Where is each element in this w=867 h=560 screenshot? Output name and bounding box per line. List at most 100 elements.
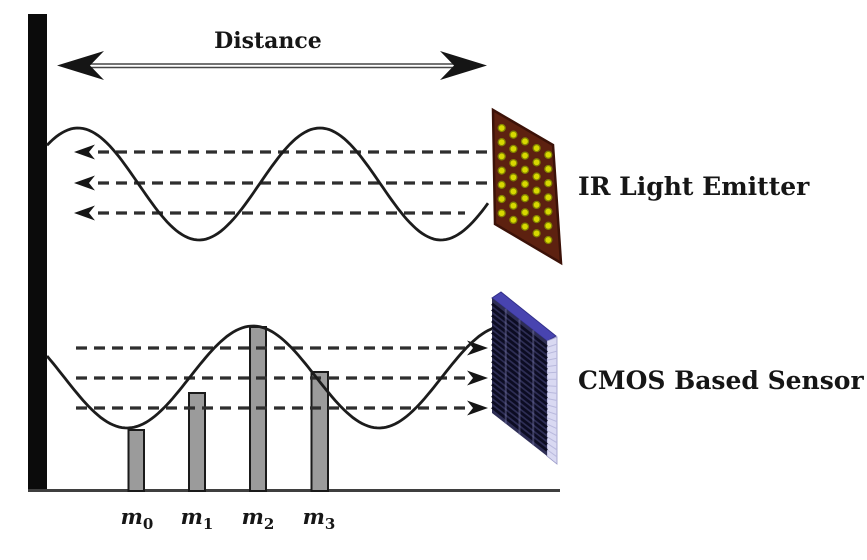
led-dot (544, 221, 553, 230)
sample-label-m3-sub: 3 (325, 515, 335, 533)
sensor-side-serrations (546, 343, 558, 458)
sensor-side-serration (546, 391, 558, 394)
sensor-side-serration (546, 343, 558, 348)
sensor-pixel-row (491, 365, 548, 412)
led-dot (544, 150, 553, 159)
led-dot (509, 201, 518, 210)
sensor-pixel-row (491, 331, 548, 377)
sample-label-m3-base: m (303, 504, 325, 529)
sensor-pixel-row (491, 371, 548, 417)
sample-label-m0-base: m (121, 504, 143, 529)
led-dot (544, 179, 553, 188)
sample-label-m1: m1 (181, 504, 214, 533)
sensor-pixel-row (491, 354, 548, 400)
sensor-pixel-row (491, 319, 548, 366)
led-dot (520, 151, 530, 160)
sensor-side-serration (546, 436, 558, 444)
led-dot (532, 200, 541, 210)
sensor-side-serration (546, 410, 558, 416)
led-dot (532, 214, 541, 224)
led-dot-grid (497, 123, 553, 245)
sensor-side-serration (546, 423, 558, 430)
reflected-ray-arrowhead-1 (467, 340, 488, 356)
distance-arrow: Distance (57, 28, 487, 80)
led-dot (497, 180, 506, 189)
sample-label-m2-sub: 2 (264, 515, 274, 533)
emitted-wave (46, 126, 490, 242)
sensor-pixel-row (491, 302, 548, 348)
sample-label-m1-base: m (181, 504, 203, 529)
sensor-pixel-row (491, 337, 548, 383)
sensor-pixel-row (491, 348, 548, 394)
reflected-ray-arrowhead-2 (467, 370, 488, 386)
reflected-ray-arrowhead-3 (467, 400, 488, 416)
led-dot (497, 152, 506, 161)
sensor-side-serration (546, 417, 558, 423)
sample-bar-m1 (188, 392, 206, 492)
led-dot (497, 123, 506, 133)
led-dot (509, 215, 518, 225)
led-dot (509, 173, 518, 182)
sample-label-m0-sub: 0 (143, 515, 153, 533)
led-dot (532, 229, 541, 238)
emitter-label: IR Light Emitter (578, 172, 810, 201)
emitted-ray-arrowhead-2 (74, 175, 95, 191)
led-dot (520, 194, 530, 203)
sample-label-m2-base: m (242, 504, 264, 529)
sensor-pixel-row (491, 377, 548, 423)
distance-arrowhead-right (440, 51, 487, 80)
led-dot (520, 208, 530, 217)
led-dot (497, 138, 506, 147)
sensor-side-serration (546, 357, 558, 361)
led-dot (520, 165, 530, 174)
led-dot (532, 143, 541, 153)
sensor-side-serration (546, 371, 558, 374)
led-dot (509, 158, 518, 168)
emitted-ray-arrowhead-1 (74, 144, 95, 160)
led-dot (509, 130, 518, 139)
sensor-side-serration (546, 429, 558, 437)
sensor-pixel-row (491, 314, 548, 360)
led-dot (532, 158, 541, 167)
led-dot (497, 209, 506, 218)
led-dot (544, 207, 553, 216)
sensor-side-serration (546, 449, 558, 458)
led-dot (497, 194, 506, 204)
led-dot (532, 172, 541, 181)
led-dot (509, 187, 518, 196)
distance-label: Distance (214, 28, 322, 54)
sample-labels: m0 m1 m2 m3 (121, 504, 336, 533)
reflected-wave (45, 324, 501, 430)
reflecting-wall (28, 14, 47, 492)
sensor-pixel-row (491, 394, 548, 440)
sensor-pixel-row (491, 342, 548, 389)
led-dot (520, 137, 530, 146)
led-dot (520, 179, 530, 189)
sensor-side-serration (546, 398, 558, 401)
sensor-pixel-row (491, 383, 548, 429)
sensor-side-serration (546, 364, 558, 368)
sensor-label: CMOS Based Sensor (578, 366, 864, 395)
sample-label-m3: m3 (303, 504, 336, 533)
led-dot (544, 164, 553, 174)
ir-emitter-panel (491, 107, 563, 266)
led-dot (509, 144, 518, 154)
sensor-pixel-row (491, 400, 548, 446)
sensor-side-serration (546, 404, 558, 409)
distance-arrowhead-left (57, 51, 104, 80)
sensor-pixel-row (491, 388, 548, 435)
sensor-pixel-row (491, 360, 548, 406)
led-dot (520, 222, 530, 231)
sensor-top-face (491, 291, 557, 342)
sensor-side-serration (546, 350, 558, 355)
sensor-pixel-row (491, 406, 548, 452)
sample-label-m1-sub: 1 (203, 515, 213, 533)
sensor-side-serration (546, 385, 558, 387)
sample-bar-m3 (310, 371, 329, 492)
cmos-sensor-panel (491, 291, 558, 465)
sample-label-m0: m0 (121, 504, 154, 533)
emitted-ray-arrowhead-3 (74, 205, 95, 221)
led-dot (532, 186, 541, 195)
